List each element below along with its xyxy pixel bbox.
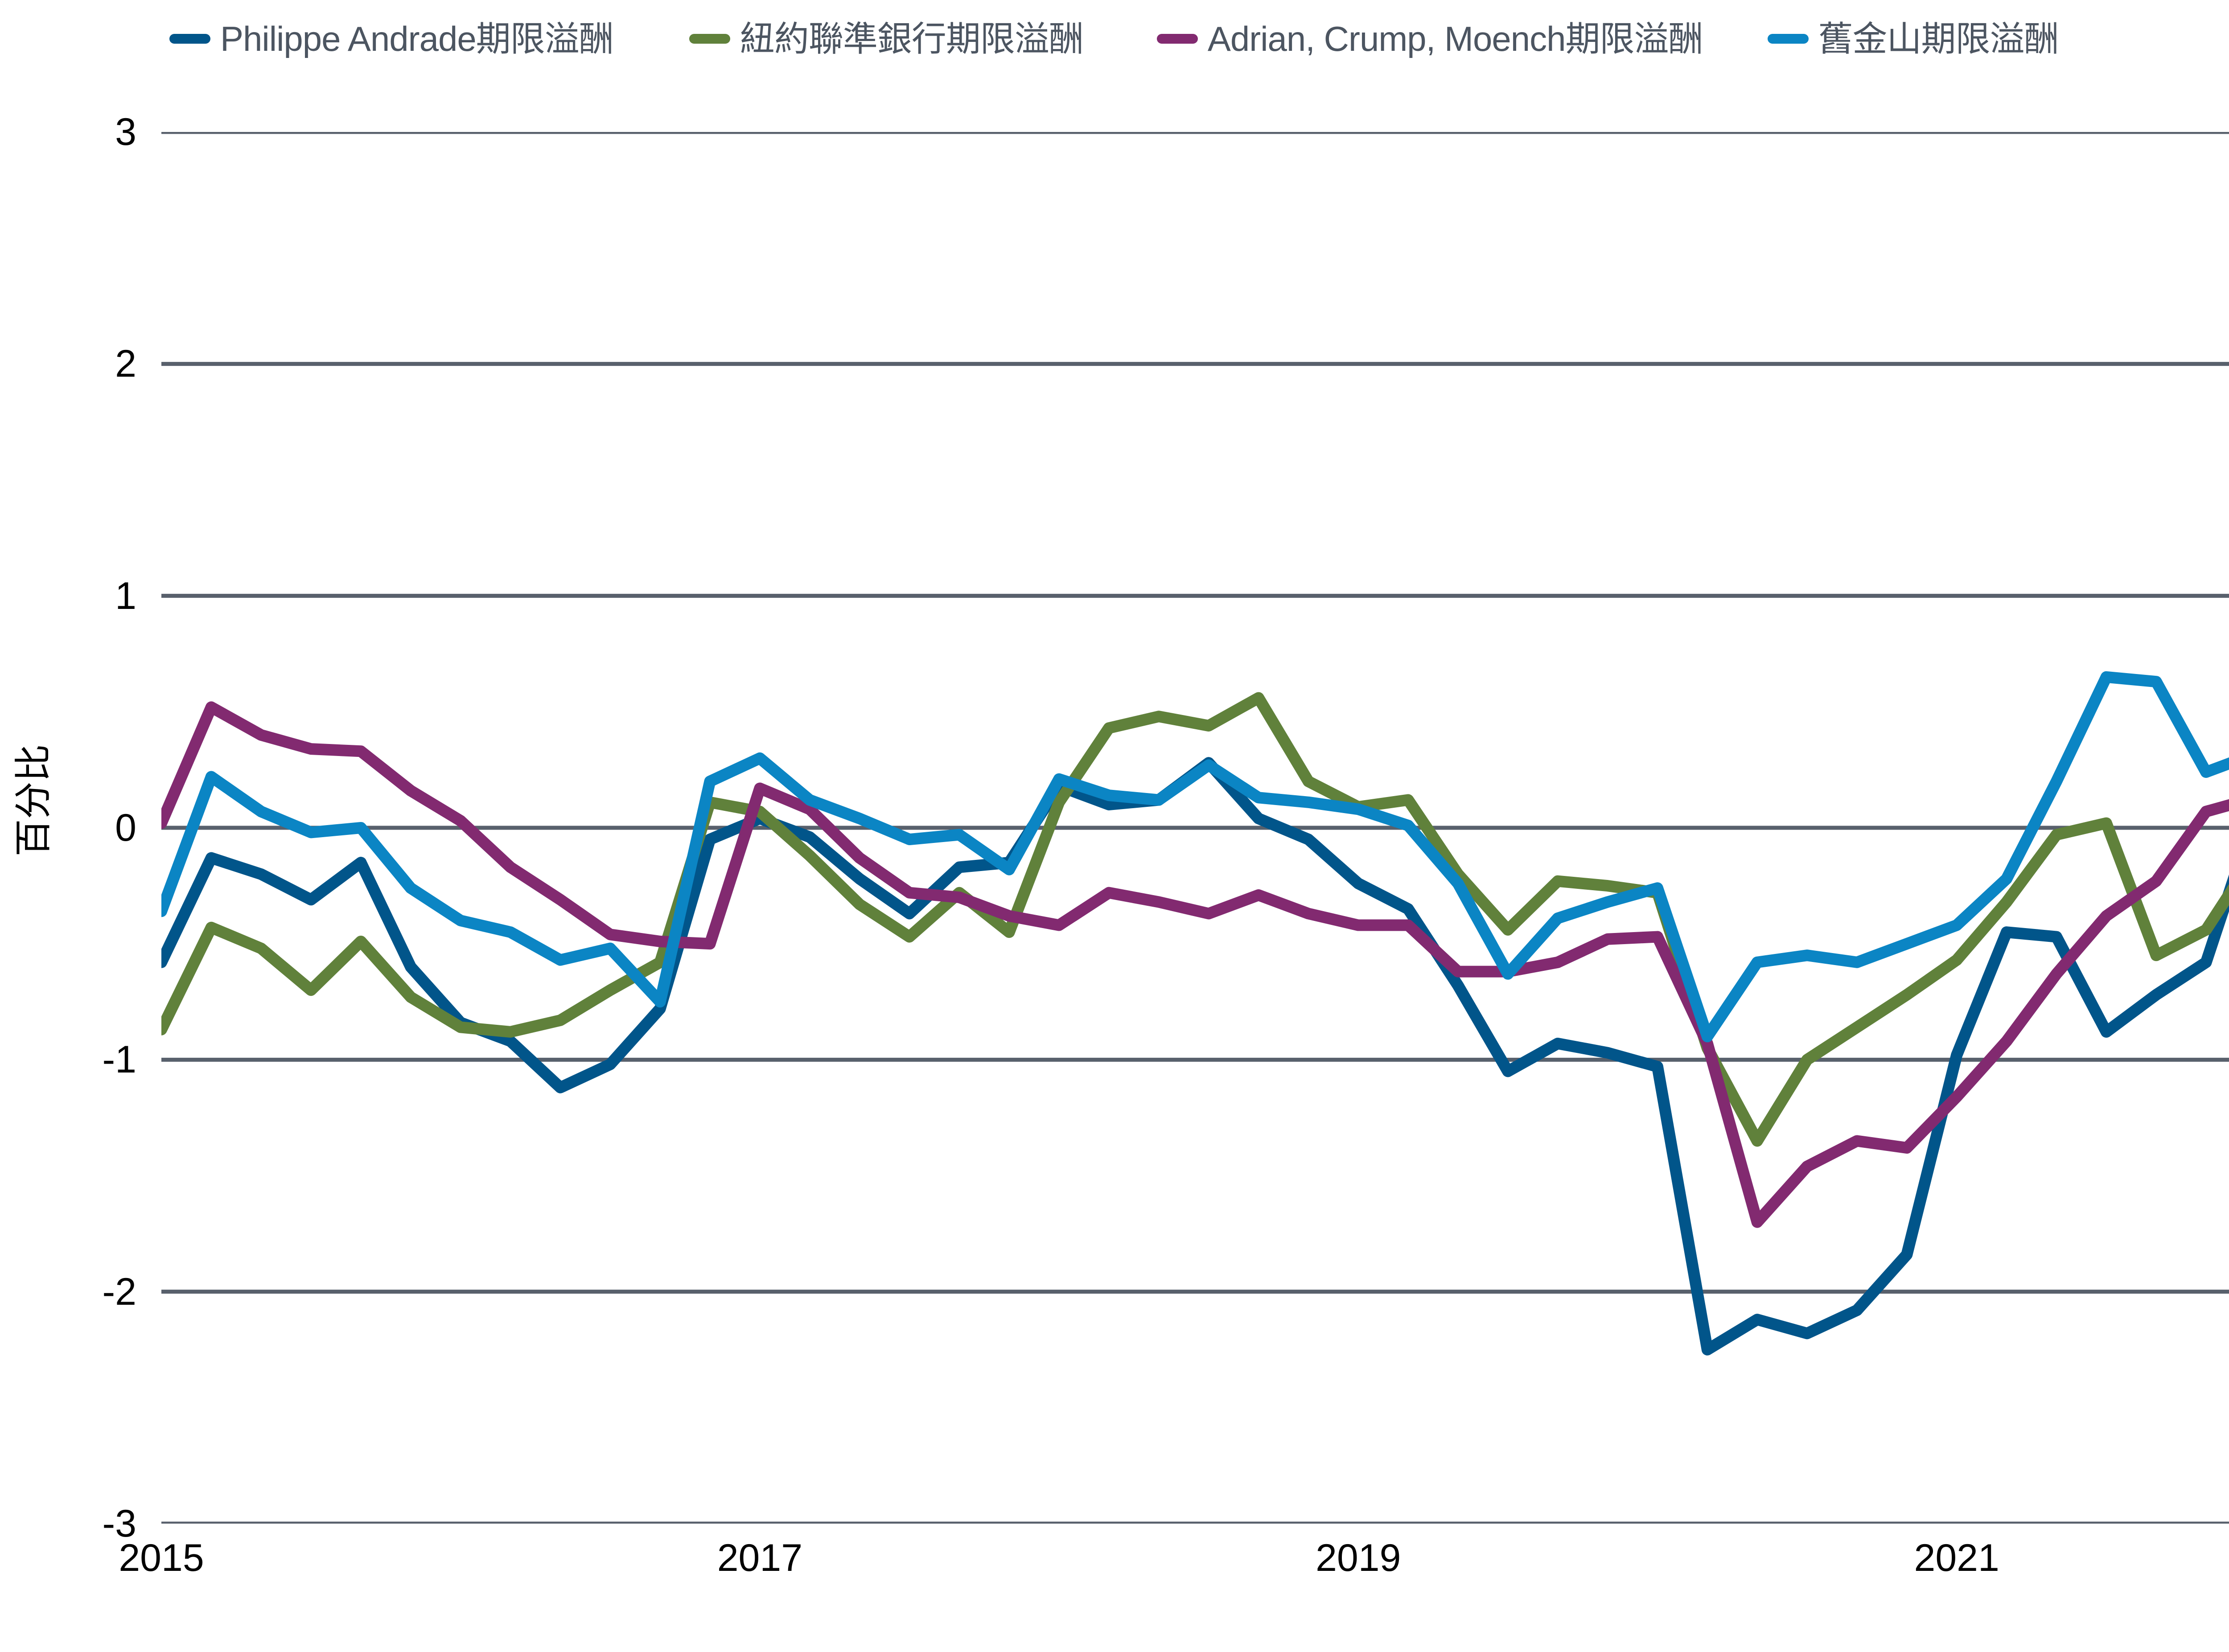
legend-label-ny-fed: 紐約聯準銀行期限溢酬 [740,19,1084,58]
series-line [161,671,2229,1043]
legend-label-acm: Adrian, Crump, Moench期限溢酬 [1207,19,1703,58]
y-axis-tick-labels: 3 2 1 0 -1 -2 -3 [0,113,136,1543]
legend-swatch-acm [1156,34,1198,44]
legend-swatch-ny-fed [689,34,730,44]
legend-item-ny-fed[interactable]: 紐約聯準銀行期限溢酬 [689,19,1084,58]
y-tick-label: 0 [115,806,136,849]
x-tick-label: 2017 [717,1537,803,1579]
y-tick-label: -1 [102,1038,136,1081]
y-tick-label: 1 [115,574,136,617]
series-lines [161,671,2229,1356]
legend-swatch-sf-fed [1767,34,1809,44]
y-tick-label: 3 [115,111,136,153]
gridlines [161,132,2229,1524]
y-tick-label: -3 [102,1502,136,1545]
line-chart-svg [161,132,2229,1524]
series-line [161,701,2229,1228]
y-tick-label: -2 [102,1270,136,1313]
legend-item-acm[interactable]: Adrian, Crump, Moench期限溢酬 [1156,19,1703,58]
legend-label-philippe-andrade: Philippe Andrade期限溢酬 [220,19,614,58]
x-tick-label: 2019 [1316,1537,1401,1579]
legend-item-philippe-andrade[interactable]: Philippe Andrade期限溢酬 [169,19,614,58]
legend-label-sf-fed: 舊金山期限溢酬 [1818,19,2059,58]
plot-area [161,132,2229,1524]
x-axis-tick-labels: 201520172019202120232025 [119,1537,2229,1601]
legend-swatch-philippe-andrade [169,34,210,44]
legend-item-sf-fed[interactable]: 舊金山期限溢酬 [1767,19,2059,58]
y-tick-label: 2 [115,342,136,386]
chart-legend: Philippe Andrade期限溢酬 紐約聯準銀行期限溢酬 Adrian, … [0,10,2229,68]
x-tick-label: 2021 [1914,1537,1999,1579]
series-line [161,757,2229,1356]
x-tick-label: 2015 [119,1537,204,1579]
